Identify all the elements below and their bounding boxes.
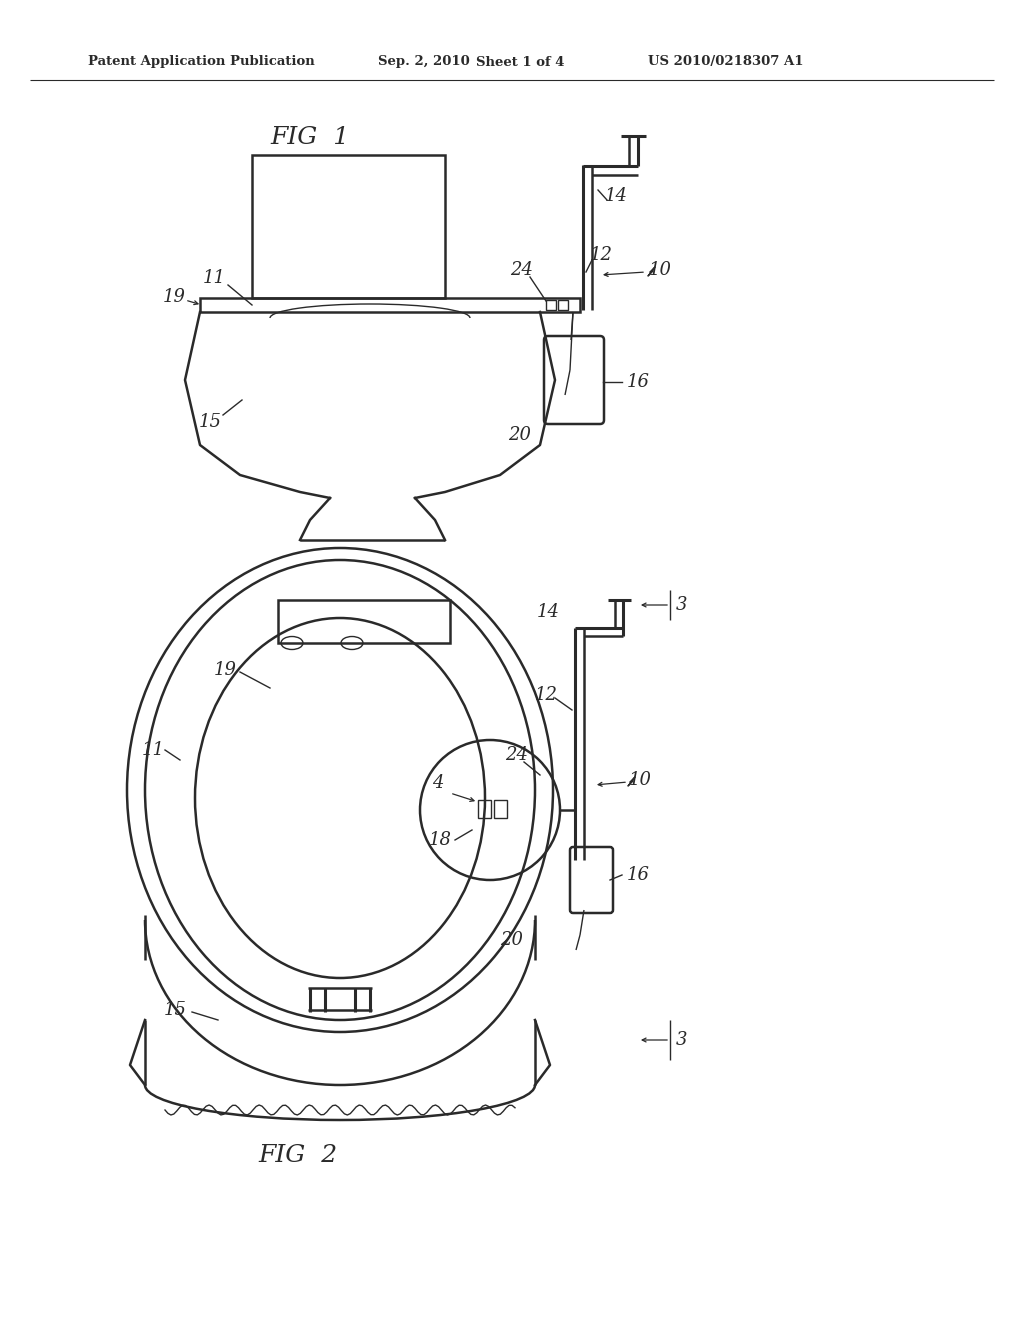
Text: Sheet 1 of 4: Sheet 1 of 4 <box>476 55 564 69</box>
Text: 16: 16 <box>627 374 649 391</box>
Text: 20: 20 <box>509 426 531 444</box>
Text: 18: 18 <box>428 832 452 849</box>
Bar <box>478 800 490 818</box>
Bar <box>546 300 556 310</box>
Text: Patent Application Publication: Patent Application Publication <box>88 55 314 69</box>
Text: 10: 10 <box>648 261 672 279</box>
Text: 24: 24 <box>506 746 528 764</box>
Text: 14: 14 <box>604 187 628 205</box>
Text: Sep. 2, 2010: Sep. 2, 2010 <box>378 55 470 69</box>
Text: 19: 19 <box>213 661 237 678</box>
Bar <box>278 601 450 643</box>
Text: 16: 16 <box>627 866 649 884</box>
Text: 11: 11 <box>203 269 225 286</box>
Text: 24: 24 <box>511 261 534 279</box>
Text: 20: 20 <box>501 931 523 949</box>
Text: 15: 15 <box>164 1001 186 1019</box>
Text: FIG  1: FIG 1 <box>270 127 349 149</box>
Text: 10: 10 <box>629 771 651 789</box>
Bar <box>494 800 507 818</box>
Text: 4: 4 <box>432 774 443 792</box>
Bar <box>558 300 568 310</box>
Text: 19: 19 <box>163 288 185 306</box>
Text: 12: 12 <box>590 246 612 264</box>
Text: FIG  2: FIG 2 <box>258 1143 338 1167</box>
Text: 12: 12 <box>535 686 557 704</box>
Bar <box>252 154 445 298</box>
Bar <box>200 298 580 312</box>
Text: 11: 11 <box>141 741 165 759</box>
Text: 14: 14 <box>537 603 559 620</box>
Text: 15: 15 <box>199 413 221 432</box>
Text: US 2010/0218307 A1: US 2010/0218307 A1 <box>648 55 804 69</box>
Text: 3: 3 <box>676 1031 688 1049</box>
Text: 3: 3 <box>676 597 688 614</box>
